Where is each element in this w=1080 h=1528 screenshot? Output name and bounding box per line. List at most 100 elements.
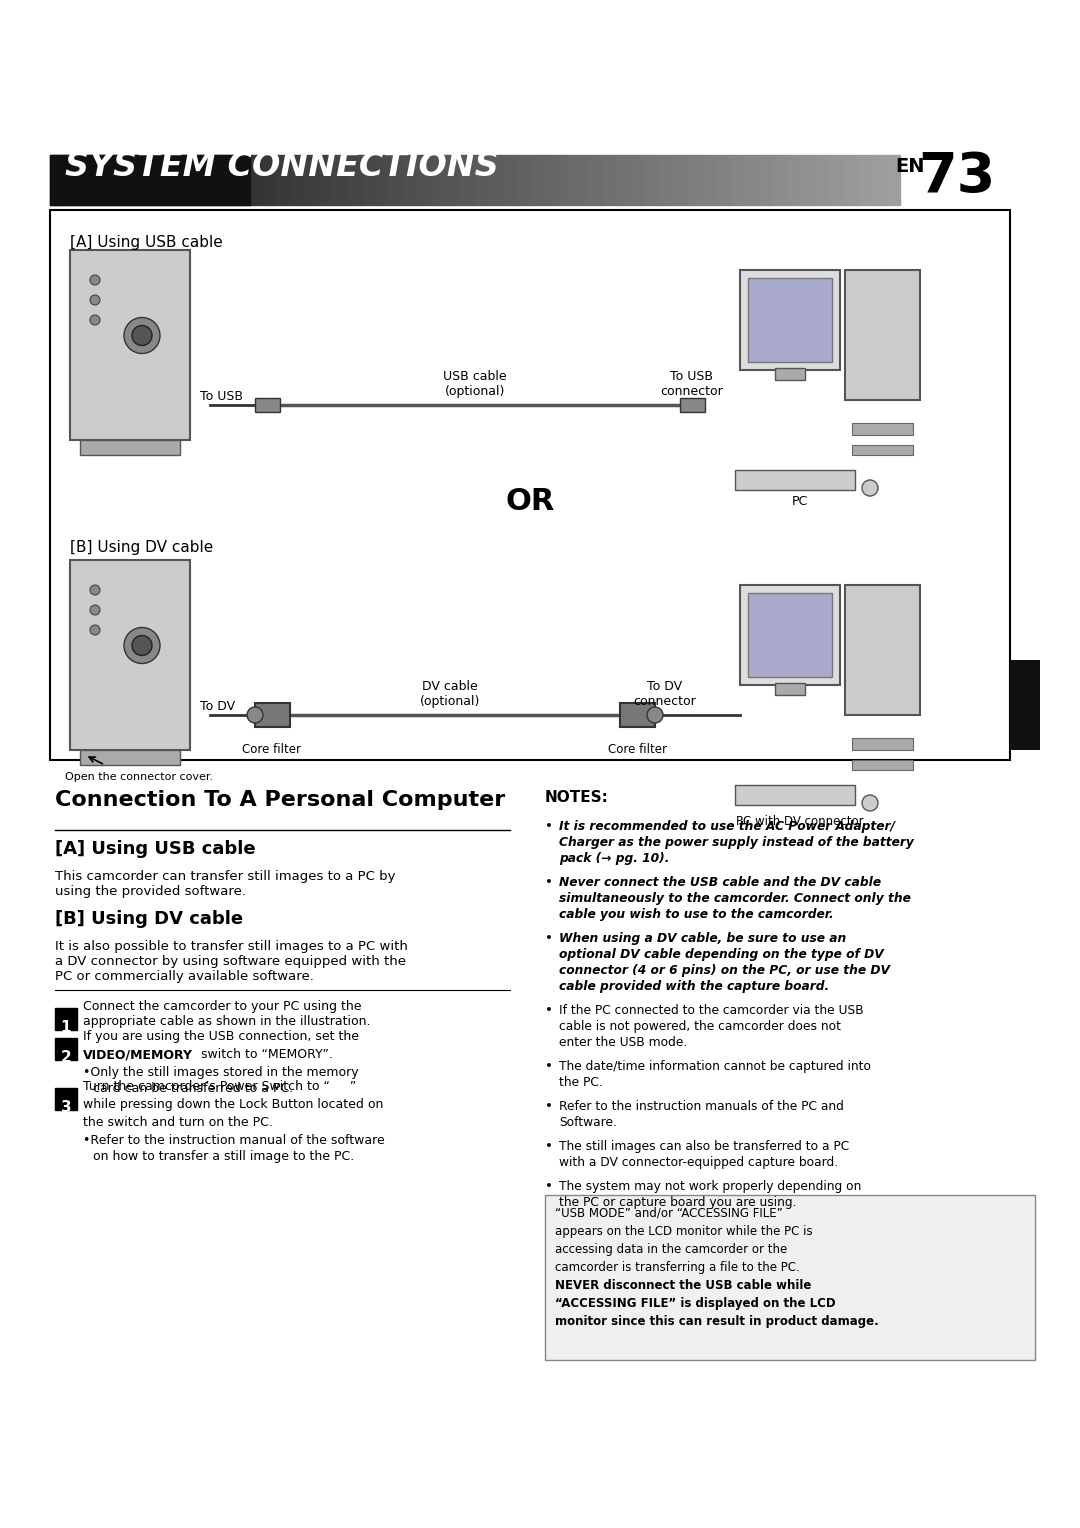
Bar [291,154,305,205]
Bar [50,209,1010,759]
Bar [735,471,855,490]
Text: simultaneously to the camcorder. Connect only the: simultaneously to the camcorder. Connect… [559,892,910,905]
Text: To DV: To DV [200,700,235,714]
Bar [589,154,603,205]
Circle shape [90,585,100,594]
Text: NEVER disconnect the USB cable while: NEVER disconnect the USB cable while [555,1279,811,1293]
Text: while pressing down the Lock Button located on: while pressing down the Lock Button loca… [83,1099,383,1111]
Bar [775,683,805,695]
Text: cable provided with the capture board.: cable provided with the capture board. [559,979,829,993]
Bar [191,154,206,205]
Text: Never connect the USB cable and the DV cable: Never connect the USB cable and the DV c… [559,876,881,889]
Text: connector (4 or 6 pins) on the PC, or use the DV: connector (4 or 6 pins) on the PC, or us… [559,964,890,976]
Bar [758,154,772,205]
Bar [740,270,840,370]
Bar [531,154,545,205]
Text: If you are using the USB connection, set the: If you are using the USB connection, set… [83,1030,359,1044]
Bar [93,154,107,205]
Text: •Refer to the instruction manual of the software: •Refer to the instruction manual of the … [83,1134,384,1148]
Text: the switch and turn on the PC.: the switch and turn on the PC. [83,1115,273,1129]
Bar [680,397,705,413]
Bar [688,154,702,205]
Bar [55,1008,77,1030]
Text: Software.: Software. [559,1115,617,1129]
Text: This camcorder can transfer still images to a PC by
using the provided software.: This camcorder can transfer still images… [55,869,395,898]
Bar [418,154,432,205]
Bar [858,154,872,205]
Text: the PC or capture board you are using.: the PC or capture board you are using. [559,1196,797,1209]
Bar [79,154,93,205]
Bar [348,154,362,205]
Text: cable you wish to use to the camcorder.: cable you wish to use to the camcorder. [559,908,834,921]
Bar [545,1195,1035,1360]
Text: SYSTEM CONNECTIONS: SYSTEM CONNECTIONS [65,150,499,183]
Text: PC with DV connector: PC with DV connector [737,814,864,828]
Circle shape [90,605,100,614]
Bar [55,1038,77,1060]
Bar [620,703,654,727]
Bar [1010,660,1040,750]
Bar [772,154,786,205]
Text: To DV
connector: To DV connector [634,680,697,707]
Bar [786,154,801,205]
Bar [70,251,190,440]
Text: NOTES:: NOTES: [545,790,609,805]
Text: “USB MODE” and/or “ACCESSING FILE”: “USB MODE” and/or “ACCESSING FILE” [555,1207,783,1219]
Text: It is recommended to use the AC Power Adapter/: It is recommended to use the AC Power Ad… [559,821,895,833]
Bar [432,154,447,205]
Bar [735,785,855,805]
Bar [659,154,673,205]
Text: monitor since this can result in product damage.: monitor since this can result in product… [555,1316,879,1328]
Text: •Only the still images stored in the memory: •Only the still images stored in the mem… [83,1067,359,1079]
Text: 3: 3 [60,1100,71,1115]
Text: PC: PC [792,495,808,507]
Bar [886,154,900,205]
Circle shape [132,636,152,656]
Bar [845,270,920,400]
Text: Charger as the power supply instead of the battery: Charger as the power supply instead of t… [559,836,914,850]
Text: To USB
connector: To USB connector [661,370,724,397]
Bar [149,154,163,205]
Text: [A] Using USB cable: [A] Using USB cable [55,840,256,859]
Text: [A] Using USB cable: [A] Using USB cable [70,235,222,251]
Bar [248,154,262,205]
Bar [617,154,631,205]
Text: •: • [545,876,553,889]
Bar [404,154,418,205]
Text: The date/time information cannot be captured into: The date/time information cannot be capt… [559,1060,870,1073]
Text: Connection To A Personal Computer: Connection To A Personal Computer [55,790,505,810]
Bar [673,154,688,205]
Text: on how to transfer a still image to the PC.: on how to transfer a still image to the … [93,1151,354,1163]
Bar [730,154,744,205]
Text: •: • [545,1004,553,1018]
Bar [852,423,913,435]
Bar [801,154,815,205]
Bar [135,154,149,205]
Text: 2: 2 [60,1050,71,1065]
Text: VIDEO/MEMORY: VIDEO/MEMORY [83,1048,193,1060]
Text: optional DV cable depending on the type of DV: optional DV cable depending on the type … [559,947,883,961]
Bar [843,154,858,205]
Bar [561,154,575,205]
Circle shape [862,795,878,811]
Bar [852,445,913,455]
Text: EN: EN [895,157,924,176]
Circle shape [132,325,152,345]
Bar [390,154,404,205]
Text: Refer to the instruction manuals of the PC and: Refer to the instruction manuals of the … [559,1100,843,1112]
Bar [55,1088,77,1109]
Bar [748,278,832,362]
Text: •: • [545,1180,553,1193]
Bar [80,750,180,766]
Text: accessing data in the camcorder or the: accessing data in the camcorder or the [555,1242,787,1256]
Text: •: • [545,1060,553,1073]
Text: with a DV connector-equipped capture board.: with a DV connector-equipped capture boa… [559,1157,838,1169]
Text: The system may not work properly depending on: The system may not work properly dependi… [559,1180,862,1193]
Text: appears on the LCD monitor while the PC is: appears on the LCD monitor while the PC … [555,1225,812,1238]
Text: The still images can also be transferred to a PC: The still images can also be transferred… [559,1140,849,1154]
Circle shape [647,707,663,723]
Bar [716,154,730,205]
Bar [829,154,843,205]
Text: When using a DV cable, be sure to use an: When using a DV cable, be sure to use an [559,932,847,944]
Text: [B] Using DV cable: [B] Using DV cable [55,911,243,927]
